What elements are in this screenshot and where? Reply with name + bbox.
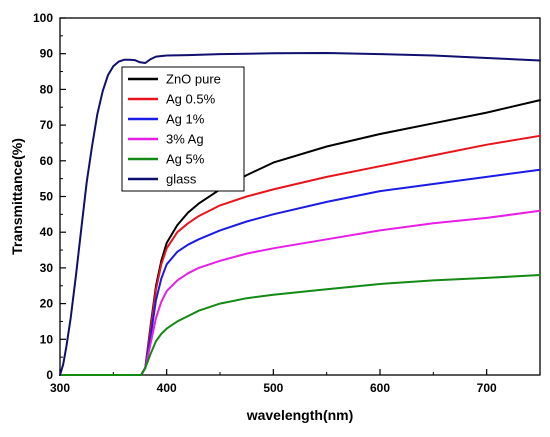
x-tick-label: 700 [477, 381, 497, 395]
series-line-3-ag [59, 209, 541, 376]
y-tick-label: 90 [40, 47, 54, 61]
legend-label: Ag 5% [166, 152, 205, 167]
series-line-glass [59, 52, 541, 376]
y-tick-label: 60 [40, 154, 54, 168]
legend-label: Ag 0.5% [166, 92, 216, 107]
series-line-ag-1- [59, 168, 541, 376]
x-tick-label: 500 [263, 381, 283, 395]
x-tick-label: 300 [50, 381, 70, 395]
series-layer [59, 52, 541, 376]
x-tick-label: 600 [370, 381, 390, 395]
y-tick-label: 100 [33, 11, 53, 25]
legend-label: ZnO pure [166, 72, 221, 87]
series-line-ag-5- [59, 274, 541, 376]
y-tick-label: 20 [40, 297, 54, 311]
y-tick-label: 70 [40, 118, 54, 132]
y-tick-label: 0 [46, 368, 53, 382]
legend-label: Ag 1% [166, 112, 205, 127]
legend-label: 3% Ag [166, 132, 204, 147]
y-tick-label: 80 [40, 82, 54, 96]
legend: ZnO pure Ag 0.5% Ag 1% 3% Ag Ag 5% glass [121, 66, 245, 192]
y-tick-label: 50 [40, 190, 54, 204]
legend-label: glass [166, 172, 197, 187]
legend-box [121, 66, 245, 192]
y-tick-label: 10 [40, 332, 54, 346]
y-tick-label: 30 [40, 261, 54, 275]
y-axis-title: Transmittance(%) [9, 138, 25, 255]
x-axis-title: wavelength(nm) [246, 407, 354, 423]
axis-ticks: 300 400 500 600 700 0 10 20 30 40 50 60 70 80 90 100 [33, 11, 497, 395]
x-tick-label: 400 [157, 381, 177, 395]
y-tick-label: 40 [40, 225, 54, 239]
